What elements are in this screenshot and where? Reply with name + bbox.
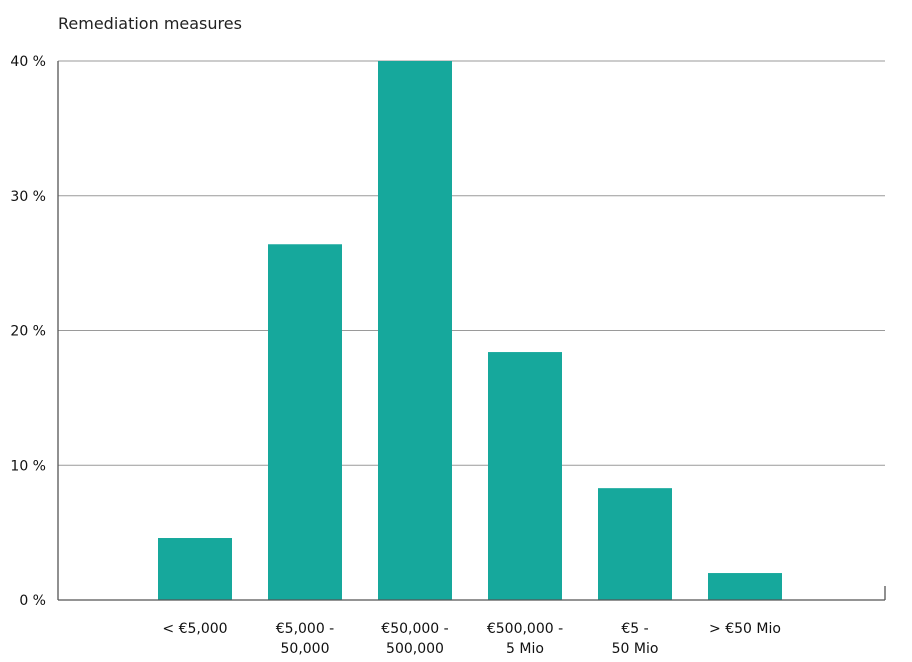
bar — [708, 573, 782, 600]
bar — [268, 244, 342, 600]
y-tick-label: 0 % — [19, 593, 46, 609]
x-tick-label: €5 -50 Mio — [612, 621, 659, 657]
x-tick-label: €50,000 -500,000 — [381, 621, 448, 657]
x-tick-label: €500,000 -5 Mio — [487, 621, 563, 657]
axes — [57, 61, 886, 601]
bar — [158, 538, 232, 600]
y-tick-label: 40 % — [10, 54, 46, 70]
grid-lines — [58, 60, 885, 466]
x-tick-label: < €5,000 — [162, 621, 227, 637]
y-tick-label: 20 % — [10, 324, 46, 340]
bar — [598, 488, 672, 600]
chart-title: Remediation measures — [58, 14, 242, 33]
y-tick-label: 30 % — [10, 189, 46, 205]
y-tick-label: 10 % — [10, 458, 46, 474]
bars — [158, 61, 782, 600]
x-tick-label: > €50 Mio — [709, 621, 781, 637]
x-tick-labels: < €5,000 €5,000 -50,000 €50,000 -500,000 €5… — [162, 621, 781, 657]
bar — [488, 352, 562, 600]
y-tick-labels: 0 % 10 % 20 % 30 % 40 % — [10, 54, 46, 609]
bar — [378, 61, 452, 600]
x-tick-label: €5,000 -50,000 — [276, 621, 335, 657]
